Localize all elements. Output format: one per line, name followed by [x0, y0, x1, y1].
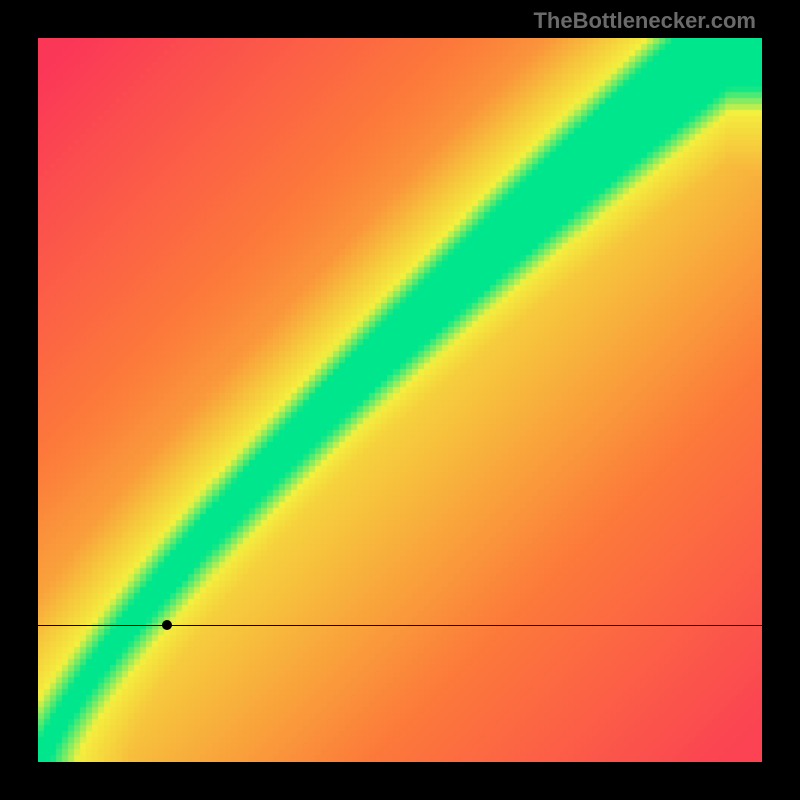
bottleneck-marker-dot	[162, 620, 172, 630]
heatmap-canvas	[38, 38, 762, 762]
crosshair-horizontal	[38, 625, 762, 626]
attribution-text: TheBottlenecker.com	[533, 8, 756, 34]
plot-area	[38, 38, 762, 762]
